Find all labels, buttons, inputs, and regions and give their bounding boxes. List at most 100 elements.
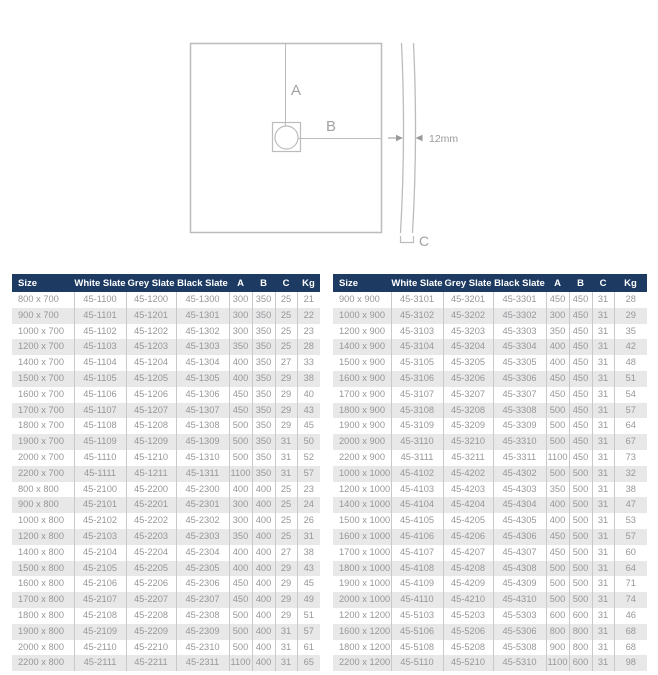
dim-c-cell: 25 bbox=[274, 481, 297, 498]
size-cell: 2200 x 900 bbox=[339, 451, 386, 462]
tray-dimension-diagram: A B 12mm C bbox=[189, 42, 458, 249]
dim-b-cell: 500 bbox=[568, 576, 592, 593]
dim-c-cell: 29 bbox=[274, 576, 297, 593]
size-cell: 1600 x 700 bbox=[18, 388, 65, 399]
white-slate-cell: 45-1107 bbox=[73, 402, 126, 419]
dim-a-cell: 500 bbox=[545, 402, 569, 419]
size-cell: 1700 x 700 bbox=[18, 404, 65, 415]
dim-a-cell: 800 bbox=[545, 623, 569, 640]
tray-top-outline bbox=[189, 42, 383, 234]
grey-slate-cell: 45-2206 bbox=[125, 576, 176, 593]
weight-kg-cell: 50 bbox=[296, 434, 320, 450]
column-header-dim-b: B bbox=[252, 274, 275, 292]
size-cell: 1400 x 1000 bbox=[339, 499, 391, 510]
grey-slate-cell: 45-2210 bbox=[125, 639, 176, 656]
black-slate-cell: 45-2310 bbox=[175, 639, 229, 656]
grey-slate-cell: 45-1211 bbox=[125, 465, 176, 482]
dim-c-cell: 31 bbox=[274, 434, 297, 450]
grey-slate-cell: 45-4207 bbox=[442, 544, 493, 561]
grey-slate-cell: 45-5203 bbox=[442, 607, 493, 624]
dim-c-cell: 31 bbox=[591, 307, 614, 324]
dim-b-cell: 500 bbox=[568, 592, 592, 608]
white-slate-cell: 45-3102 bbox=[390, 307, 443, 324]
weight-kg-cell: 60 bbox=[613, 544, 647, 561]
dim-a-cell: 500 bbox=[228, 607, 252, 624]
white-slate-cell: 45-2105 bbox=[73, 560, 126, 577]
dim-a-cell: 300 bbox=[228, 307, 252, 324]
thickness-label: 12mm bbox=[429, 133, 458, 145]
dim-b-cell: 350 bbox=[251, 292, 275, 308]
weight-kg-cell: 38 bbox=[296, 544, 320, 561]
white-slate-cell: 45-2107 bbox=[73, 592, 126, 608]
dim-a-cell: 1100 bbox=[545, 655, 569, 672]
column-header-size: Size bbox=[333, 274, 391, 292]
dim-a-cell: 900 bbox=[545, 639, 569, 656]
weight-kg-cell: 68 bbox=[613, 639, 647, 656]
dim-c-cell: 31 bbox=[591, 418, 614, 435]
dim-b-cell: 450 bbox=[568, 339, 592, 356]
white-slate-cell: 45-3101 bbox=[390, 292, 443, 308]
table-row: 1000 x 800 45-2102 45-2202 45-2302 300 400 25 2… bbox=[12, 513, 320, 529]
drain-circle-icon bbox=[274, 125, 299, 150]
black-slate-cell: 45-5303 bbox=[492, 607, 546, 624]
dim-a-cell: 500 bbox=[228, 449, 252, 466]
dim-b-cell: 450 bbox=[568, 370, 592, 387]
grey-slate-cell: 45-1203 bbox=[125, 339, 176, 356]
dim-c-cell: 31 bbox=[591, 576, 614, 593]
dim-a-cell: 500 bbox=[545, 576, 569, 593]
black-slate-cell: 45-1305 bbox=[175, 370, 229, 387]
white-slate-cell: 45-2100 bbox=[73, 481, 126, 498]
size-cell: 2200 x 1200 bbox=[339, 657, 391, 668]
white-slate-cell: 45-3108 bbox=[390, 402, 443, 419]
black-slate-cell: 45-3310 bbox=[492, 434, 546, 450]
dim-c-cell: 25 bbox=[274, 528, 297, 545]
size-cell: 1500 x 900 bbox=[339, 357, 386, 368]
column-header-grey-slate: Grey Slate bbox=[443, 274, 493, 292]
thickness-arrow-right-icon bbox=[396, 134, 403, 142]
weight-kg-cell: 28 bbox=[613, 292, 647, 308]
dim-c-cell: 31 bbox=[591, 623, 614, 640]
dim-a-cell: 500 bbox=[545, 434, 569, 450]
size-cell: 1000 x 900 bbox=[339, 309, 386, 320]
weight-kg-cell: 73 bbox=[613, 449, 647, 466]
dim-c-cell: 31 bbox=[591, 402, 614, 419]
weight-kg-cell: 45 bbox=[296, 418, 320, 435]
black-slate-cell: 45-2306 bbox=[175, 576, 229, 593]
black-slate-cell: 45-1300 bbox=[175, 292, 229, 308]
dim-a-cell: 450 bbox=[545, 370, 569, 387]
dim-label-b: B bbox=[326, 118, 336, 135]
dim-b-cell: 350 bbox=[251, 339, 275, 356]
black-slate-cell: 45-2304 bbox=[175, 544, 229, 561]
dim-a-cell: 450 bbox=[545, 292, 569, 308]
size-cell: 1200 x 1000 bbox=[339, 483, 391, 494]
table-row: 2000 x 700 45-1110 45-1210 45-1310 500 350 31 5… bbox=[12, 449, 320, 466]
dim-b-cell: 800 bbox=[568, 639, 592, 656]
weight-kg-cell: 74 bbox=[613, 592, 647, 608]
dim-b-cell: 400 bbox=[251, 639, 275, 656]
size-cell: 1500 x 800 bbox=[18, 562, 65, 573]
black-slate-cell: 45-4304 bbox=[492, 497, 546, 514]
dim-c-cell: 31 bbox=[591, 323, 614, 340]
black-slate-cell: 45-3308 bbox=[492, 402, 546, 419]
weight-kg-cell: 53 bbox=[613, 513, 647, 529]
table-row: 1200 x 1000 45-4103 45-4203 45-4303 350 500 31… bbox=[333, 481, 647, 498]
weight-kg-cell: 46 bbox=[613, 607, 647, 624]
size-cell: 1900 x 700 bbox=[18, 436, 65, 447]
dim-a-cell: 500 bbox=[545, 560, 569, 577]
header-row: Size White Slate Grey Slate Black Slate A B C K… bbox=[333, 274, 647, 292]
black-slate-cell: 45-2307 bbox=[175, 592, 229, 608]
black-slate-cell: 45-3305 bbox=[492, 355, 546, 371]
black-slate-cell: 45-1301 bbox=[175, 307, 229, 324]
weight-kg-cell: 40 bbox=[296, 386, 320, 403]
table-row: 1500 x 700 45-1105 45-1205 45-1305 400 350 29 3… bbox=[12, 370, 320, 387]
table-row: 800 x 800 45-2100 45-2200 45-2300 400 400 25 23 bbox=[12, 481, 320, 498]
size-cell: 900 x 800 bbox=[18, 499, 59, 510]
weight-kg-cell: 43 bbox=[296, 402, 320, 419]
dim-c-cell: 29 bbox=[274, 370, 297, 387]
white-slate-cell: 45-3106 bbox=[390, 370, 443, 387]
grey-slate-cell: 45-5210 bbox=[442, 655, 493, 672]
dim-b-cell: 350 bbox=[251, 307, 275, 324]
table-row: 1400 x 1000 45-4104 45-4204 45-4304 400 500 31… bbox=[333, 497, 647, 514]
dim-b-cell: 400 bbox=[251, 481, 275, 498]
dim-c-cell: 31 bbox=[274, 623, 297, 640]
